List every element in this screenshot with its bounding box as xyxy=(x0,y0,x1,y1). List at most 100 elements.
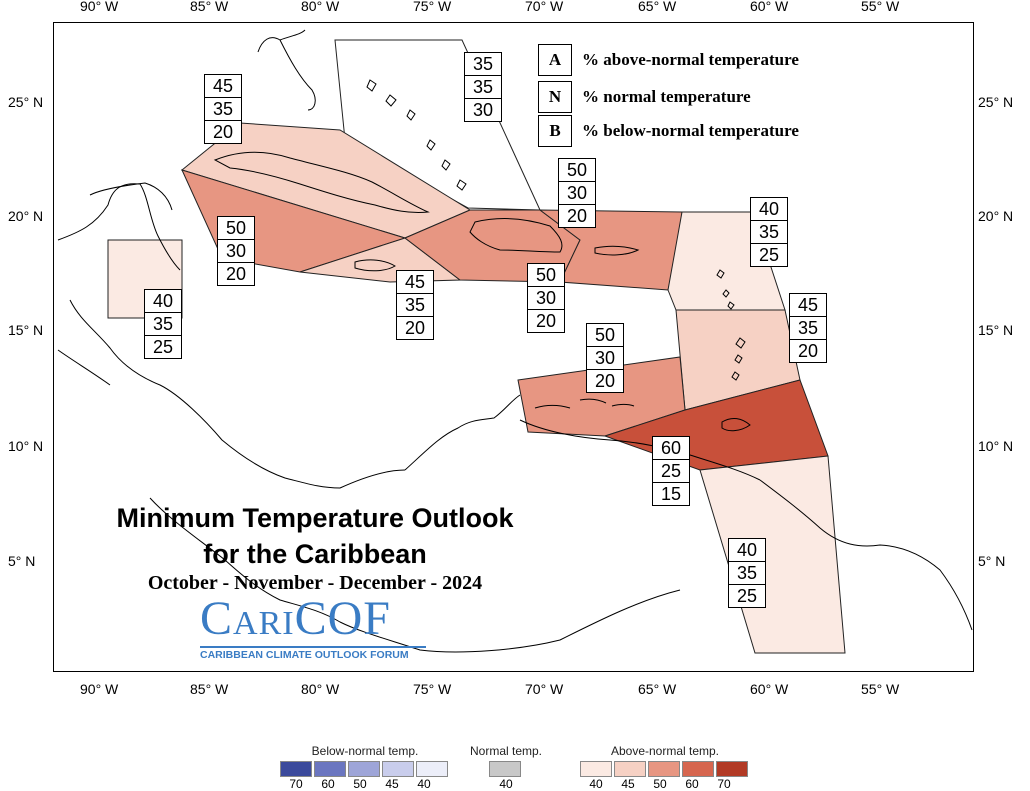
normal-value: 35 xyxy=(397,293,433,316)
logo-wordmark: CARICOF xyxy=(200,595,426,648)
normal-value: 25 xyxy=(653,459,689,482)
colorbar-swatches xyxy=(580,761,750,777)
above-value: 40 xyxy=(758,199,780,219)
colorbar-label: 40 xyxy=(499,777,513,791)
colorbar-labels: 40 45 50 60 70 xyxy=(580,777,750,791)
outlook-period: October - November - December - 2024 xyxy=(147,572,483,594)
prob-box-hispaniola: 50 30 20 xyxy=(558,158,596,228)
normal-value: 30 xyxy=(218,239,254,262)
lon-label-top: 90° W xyxy=(80,0,119,14)
colorbar-swatch xyxy=(580,761,612,777)
lon-label-bottom: 65° W xyxy=(638,681,677,697)
below-value: 25 xyxy=(145,335,181,358)
prob-box-windwards: 45 35 20 xyxy=(789,293,827,363)
above-value: 50 xyxy=(566,160,588,180)
lat-label-right: 25° N xyxy=(978,94,1014,110)
prob-box-jamaica: 45 35 20 xyxy=(396,270,434,340)
prob-box-abc-islands: 50 30 20 xyxy=(586,323,624,393)
prob-box-belize: 40 35 25 xyxy=(144,289,182,359)
region-bahamas xyxy=(334,39,541,211)
above-value: 50 xyxy=(225,218,247,238)
prob-box-puerto-rico: 50 30 20 xyxy=(527,263,565,333)
key-letter: B xyxy=(538,115,572,147)
lat-label-left: 20° N xyxy=(8,208,44,224)
colorbar-label: 60 xyxy=(685,777,699,791)
prob-box-trinidad: 60 25 15 xyxy=(652,436,690,506)
lat-label-right: 15° N xyxy=(978,322,1014,338)
colorbar-normal: Normal temp. 40 xyxy=(470,744,542,791)
lon-label-bottom: 75° W xyxy=(413,681,452,697)
below-value: 25 xyxy=(751,243,787,266)
normal-value: 30 xyxy=(587,346,623,369)
above-value: 45 xyxy=(404,272,426,292)
normal-value: 30 xyxy=(559,181,595,204)
below-value: 20 xyxy=(528,309,564,332)
normal-value: 35 xyxy=(465,75,501,98)
key-text: % above-normal temperature xyxy=(582,50,799,69)
colorbar-label: 45 xyxy=(621,777,635,791)
lon-label-top: 60° W xyxy=(750,0,789,14)
prob-box-bahamas: 35 35 30 xyxy=(464,52,502,122)
colorbar-above: Above-normal temp. 40 45 50 60 70 xyxy=(580,744,750,791)
below-value: 30 xyxy=(465,98,501,121)
lat-label-left: 25° N xyxy=(8,94,44,110)
below-value: 20 xyxy=(559,204,595,227)
colorbar-swatch xyxy=(416,761,448,777)
region-guianas xyxy=(699,455,846,654)
colorbar-swatch xyxy=(382,761,414,777)
colorbar-labels: 40 xyxy=(470,777,542,791)
colorbar-swatch xyxy=(614,761,646,777)
prob-box-guianas: 40 35 25 xyxy=(728,538,766,608)
colorbar-swatch xyxy=(682,761,714,777)
above-value: 35 xyxy=(472,54,494,74)
colorbar-title: Above-normal temp. xyxy=(610,744,720,758)
colorbar-label: 40 xyxy=(589,777,603,791)
key-letter: A xyxy=(538,44,572,76)
lat-label-left: 10° N xyxy=(8,438,44,454)
colorbar-label: 50 xyxy=(353,777,367,791)
normal-value: 35 xyxy=(205,97,241,120)
key-row-normal: N % normal temperature xyxy=(538,81,751,113)
coastlines xyxy=(57,29,973,653)
colorbar-label: 50 xyxy=(653,777,667,791)
lon-label-bottom: 55° W xyxy=(861,681,900,697)
lon-label-bottom: 85° W xyxy=(190,681,229,697)
below-value: 20 xyxy=(587,369,623,392)
colorbar-swatch xyxy=(489,761,522,777)
lon-label-bottom: 60° W xyxy=(750,681,789,697)
above-value: 45 xyxy=(797,295,819,315)
key-row-above: A % above-normal temperature xyxy=(538,44,799,76)
key-letter: N xyxy=(538,81,572,113)
colorbar-swatches xyxy=(470,761,542,777)
colorbar-swatch xyxy=(716,761,748,777)
normal-value: 35 xyxy=(751,220,787,243)
colorbar-label: 45 xyxy=(385,777,399,791)
key-text: % below-normal temperature xyxy=(582,121,799,140)
colorbar-title: Below-normal temp. xyxy=(311,744,419,758)
lat-label-left: 15° N xyxy=(8,322,44,338)
colorbar-label: 60 xyxy=(321,777,335,791)
normal-value: 35 xyxy=(790,316,826,339)
above-value: 60 xyxy=(660,438,682,458)
colorbar-swatch xyxy=(280,761,312,777)
islands xyxy=(213,79,751,432)
map-title: Minimum Temperature Outlook for the Cari… xyxy=(60,500,570,572)
lon-label-bottom: 70° W xyxy=(525,681,564,697)
above-value: 40 xyxy=(736,540,758,560)
colorbar-label: 40 xyxy=(417,777,431,791)
colorbar-swatches xyxy=(280,761,450,777)
title-line-2: for the Caribbean xyxy=(203,539,427,569)
colorbar-below: Below-normal temp. 70 60 50 45 40 xyxy=(280,744,450,791)
below-value: 20 xyxy=(205,120,241,143)
below-value: 20 xyxy=(790,339,826,362)
key-text: % normal temperature xyxy=(582,87,751,106)
prob-box-cuba: 45 35 20 xyxy=(204,74,242,144)
lon-label-top: 80° W xyxy=(301,0,340,14)
prob-box-western-caribbean: 50 30 20 xyxy=(217,216,255,286)
key-row-below: B % below-normal temperature xyxy=(538,115,799,147)
normal-value: 35 xyxy=(729,561,765,584)
colorbar-label: 70 xyxy=(289,777,303,791)
colorbar-title: Normal temp. xyxy=(470,744,543,758)
above-value: 40 xyxy=(152,291,174,311)
